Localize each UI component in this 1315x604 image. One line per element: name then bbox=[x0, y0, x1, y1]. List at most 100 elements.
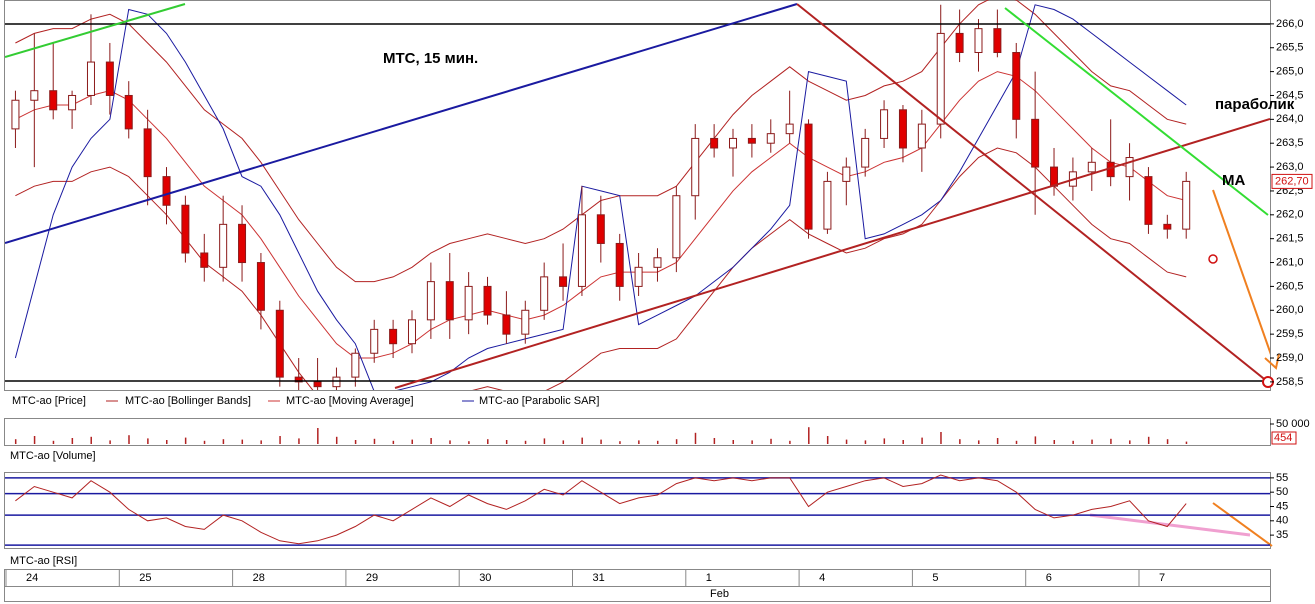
annotation: параболик bbox=[1215, 96, 1295, 113]
volume-bar bbox=[505, 440, 508, 444]
drawings bbox=[5, 3, 1270, 389]
candle-body bbox=[256, 262, 265, 311]
candle-body bbox=[86, 61, 95, 96]
y-tick-label: 260,5 bbox=[1276, 280, 1304, 292]
candle-body bbox=[615, 242, 624, 287]
volume-bar bbox=[543, 438, 546, 444]
y-tick-label: 264,5 bbox=[1276, 89, 1304, 101]
candle-body bbox=[294, 376, 303, 383]
volume-bar bbox=[128, 435, 130, 444]
volume-bar bbox=[940, 432, 942, 444]
volume-bar bbox=[468, 441, 470, 444]
volume-bar bbox=[1185, 441, 1188, 444]
volume-bar bbox=[675, 439, 678, 444]
candle-body bbox=[1050, 166, 1059, 187]
volume-bar bbox=[959, 439, 961, 444]
candle-body bbox=[332, 376, 341, 388]
volume-bar bbox=[33, 436, 36, 444]
candle-body bbox=[785, 123, 794, 135]
volume-bar bbox=[845, 439, 848, 444]
y-tick-label: 55 bbox=[1276, 472, 1288, 484]
volume-bar bbox=[298, 438, 300, 444]
volume-bar bbox=[789, 440, 791, 444]
candle-body bbox=[1163, 223, 1172, 230]
last-price-box bbox=[1271, 173, 1313, 189]
candle-body bbox=[653, 257, 662, 268]
panel-title: MTC-ao [RSI] bbox=[10, 555, 77, 567]
volume-bar bbox=[260, 440, 262, 444]
candle-body bbox=[370, 328, 379, 354]
volume-bar bbox=[279, 436, 281, 444]
candle-body bbox=[219, 223, 228, 268]
candle-body bbox=[955, 32, 964, 54]
candle-body bbox=[766, 133, 775, 144]
volume-bar bbox=[1129, 440, 1131, 444]
volume-bar bbox=[524, 440, 527, 444]
x-tick-label: 24 bbox=[26, 572, 38, 584]
y-tick-label: 50 000 bbox=[1276, 418, 1310, 430]
drawings-outer bbox=[1089, 353, 1280, 547]
volume-bar bbox=[52, 440, 55, 444]
candle-body bbox=[313, 381, 322, 388]
candle-body bbox=[445, 281, 454, 321]
volume-bar bbox=[1015, 440, 1018, 444]
frames bbox=[4, 0, 1271, 602]
volume-bar bbox=[71, 438, 74, 444]
candle-body bbox=[200, 252, 209, 268]
candle-body bbox=[521, 309, 530, 335]
candle-body bbox=[842, 166, 851, 182]
volume-bar bbox=[808, 427, 810, 444]
bollinger-lower bbox=[15, 147, 1187, 390]
x-tick-label: 6 bbox=[1046, 572, 1052, 584]
volume-bar bbox=[638, 440, 640, 444]
last-volume-label: 454 bbox=[1274, 432, 1292, 444]
candle-body bbox=[596, 214, 605, 244]
candle-body bbox=[1031, 118, 1040, 168]
candle-body bbox=[634, 266, 643, 287]
volume-bar bbox=[562, 440, 565, 444]
candle-body bbox=[275, 309, 284, 378]
candle-body bbox=[710, 137, 719, 149]
candle-body bbox=[351, 352, 360, 378]
y-tick-label: 266,0 bbox=[1276, 18, 1304, 30]
y-tick-label: 259,5 bbox=[1276, 328, 1304, 340]
candle-body bbox=[861, 137, 870, 168]
parabolic-sar bbox=[14, 4, 1187, 390]
volume-bar bbox=[335, 436, 338, 444]
y-tick-label: 261,5 bbox=[1276, 233, 1304, 245]
volume-bar bbox=[317, 428, 319, 444]
candle-body bbox=[729, 137, 738, 149]
volume-bar bbox=[619, 441, 621, 444]
volume-bar bbox=[1166, 439, 1169, 444]
candle-body bbox=[49, 90, 58, 111]
y-tick-label: 35 bbox=[1276, 529, 1288, 541]
candle-body bbox=[974, 28, 983, 54]
candle-body bbox=[464, 285, 473, 321]
volume-bar bbox=[902, 440, 904, 444]
chart-title: МТС, 15 мин. bbox=[383, 50, 478, 67]
volume-bar bbox=[354, 440, 357, 444]
volume-bar bbox=[581, 437, 583, 444]
rsi-line bbox=[15, 474, 1187, 545]
candle-body bbox=[804, 123, 813, 230]
month-label: Feb bbox=[710, 588, 729, 600]
y-tick-label: 265,5 bbox=[1276, 42, 1304, 54]
candle-body bbox=[747, 137, 756, 144]
y-tick-label: 260,0 bbox=[1276, 304, 1304, 316]
candle-body bbox=[691, 137, 700, 197]
candle-body bbox=[407, 319, 416, 345]
candle-body bbox=[143, 128, 152, 178]
volume-bar bbox=[1110, 438, 1112, 444]
candle-body bbox=[105, 61, 114, 96]
volume-bar bbox=[222, 439, 225, 444]
volume-bar bbox=[656, 440, 659, 444]
volume-bar bbox=[147, 438, 149, 444]
candle-body bbox=[426, 281, 435, 321]
volume-bar bbox=[449, 440, 451, 444]
price-panel bbox=[11, 0, 1191, 390]
axes: 258,5 259,0 259,5 260,0 260,5 261,0 261,5 262,0… bbox=[5, 18, 1313, 586]
volume-bar bbox=[996, 438, 999, 444]
y-tick-label: 262,0 bbox=[1276, 209, 1304, 221]
